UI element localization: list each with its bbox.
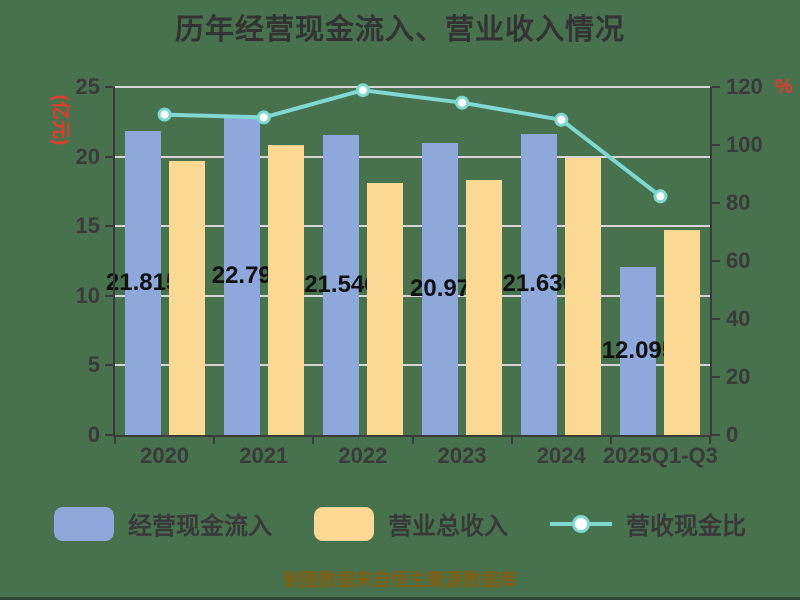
- ratio-marker: [653, 189, 668, 204]
- x-axis-category-label: 2024: [536, 443, 586, 468]
- x-axis-tick: [709, 437, 711, 444]
- grid-line: [115, 155, 710, 158]
- bar-revenue: [267, 145, 304, 435]
- ratio-line: [162, 88, 663, 199]
- left-axis-tick-label: 20: [75, 143, 100, 169]
- legend-label-revenue: 营业总收入: [388, 513, 508, 540]
- ratio-marker: [157, 107, 172, 122]
- cash-inflow-swatch: [54, 506, 114, 541]
- footer-note: 制图数据来自恒生聚源数据库: [283, 570, 517, 590]
- bar-cash-inflow: [124, 131, 161, 435]
- right-axis-tick: [712, 434, 720, 436]
- x-axis-tick: [114, 437, 116, 444]
- bar-value-label: 20.97: [410, 275, 471, 303]
- right-axis-tick-label: 60: [726, 248, 751, 273]
- left-axis-tick-label: 5: [87, 352, 100, 378]
- bar-cash-inflow: [223, 117, 260, 435]
- right-axis-tick: [712, 86, 720, 88]
- grid-line: [115, 364, 710, 367]
- left-axis-tick: [105, 155, 113, 158]
- right-axis-tick: [712, 144, 720, 146]
- right-axis-tick-label: 120: [726, 74, 763, 99]
- bar-revenue: [168, 160, 205, 435]
- bar-revenue: [366, 183, 403, 435]
- left-axis-tick: [105, 86, 113, 88]
- ratio-marker: [355, 83, 370, 98]
- left-axis-line: [113, 87, 115, 437]
- right-axis-tick: [712, 260, 720, 262]
- plot-area: 21.815 22.79 21.546 20.97 21.636 12.095: [106, 83, 710, 435]
- x-axis-category-label: 2021: [239, 443, 289, 468]
- right-axis-unit-label: %: [775, 76, 793, 98]
- legend-item-cash-inflow: 经营现金流入: [54, 506, 272, 541]
- bar-cash-inflow: [322, 135, 359, 435]
- left-axis-tick: [105, 434, 113, 436]
- grid-line: [115, 225, 710, 228]
- right-axis-line: [710, 87, 712, 437]
- x-axis-category-label: 2025Q1-Q3: [602, 443, 718, 468]
- x-axis-category-label: 2020: [140, 443, 190, 468]
- legend: 经营现金流入 营业总收入 营收现金比: [0, 506, 800, 541]
- right-axis-tick-label: 40: [726, 306, 751, 331]
- right-axis-tick-label: 100: [726, 132, 763, 157]
- bar-revenue: [664, 230, 701, 435]
- right-axis-tick: [712, 376, 720, 378]
- grid-line: [115, 86, 710, 88]
- right-axis-tick-label: 80: [726, 190, 751, 215]
- legend-item-ratio: 营收现金比: [550, 506, 746, 541]
- bar-cash-inflow: [422, 143, 459, 435]
- ratio-marker: [455, 95, 470, 110]
- bar-cash-inflow: [620, 266, 657, 435]
- left-axis-tick: [105, 225, 113, 228]
- right-axis-tick: [712, 318, 720, 320]
- ratio-line-glyph: [550, 507, 612, 541]
- x-axis-tick: [510, 437, 513, 444]
- left-axis-tick: [105, 294, 113, 297]
- legend-label-cash-inflow: 经营现金流入: [128, 513, 272, 540]
- grid-line: [115, 294, 710, 297]
- right-axis-tick: [712, 202, 720, 204]
- x-axis-tick: [213, 437, 216, 444]
- left-axis-tick-label: 10: [75, 282, 100, 308]
- right-axis-tick-label: 20: [726, 364, 751, 389]
- right-axis-tick-label: 0: [726, 422, 739, 447]
- x-axis-tick: [609, 437, 612, 444]
- x-axis-tick: [411, 437, 414, 444]
- legend-label-ratio: 营收现金比: [626, 513, 746, 540]
- ratio-marker: [256, 110, 271, 125]
- x-axis-tick: [312, 437, 315, 444]
- x-axis-category-label: 2022: [338, 443, 388, 468]
- bar-revenue: [565, 157, 602, 435]
- ratio-line-glyph-dot: [572, 514, 590, 533]
- left-axis-tick: [105, 364, 113, 367]
- ratio-line-svg: [157, 83, 668, 204]
- x-axis-line: [113, 435, 712, 437]
- left-axis-tick-label: 15: [75, 213, 100, 239]
- bar-value-label: 21.546: [304, 271, 378, 299]
- legend-item-revenue: 营业总收入: [314, 506, 508, 541]
- bar-value-label: 21.636: [502, 270, 576, 298]
- bar-value-label: 22.79: [211, 262, 272, 290]
- left-axis-unit-label: (亿元): [49, 94, 71, 146]
- bar-cash-inflow: [521, 133, 558, 435]
- bar-value-label: 21.815: [105, 269, 180, 297]
- left-axis-tick-label: 25: [75, 74, 100, 99]
- bar-value-label: 12.095: [601, 336, 676, 364]
- bar-revenue: [466, 180, 503, 435]
- revenue-swatch: [314, 506, 374, 541]
- ratio-marker: [554, 112, 569, 127]
- left-axis-tick-label: 0: [87, 422, 100, 447]
- chart-title: 历年经营现金流入、营业收入情况: [174, 14, 625, 46]
- x-axis-category-label: 2023: [437, 443, 487, 468]
